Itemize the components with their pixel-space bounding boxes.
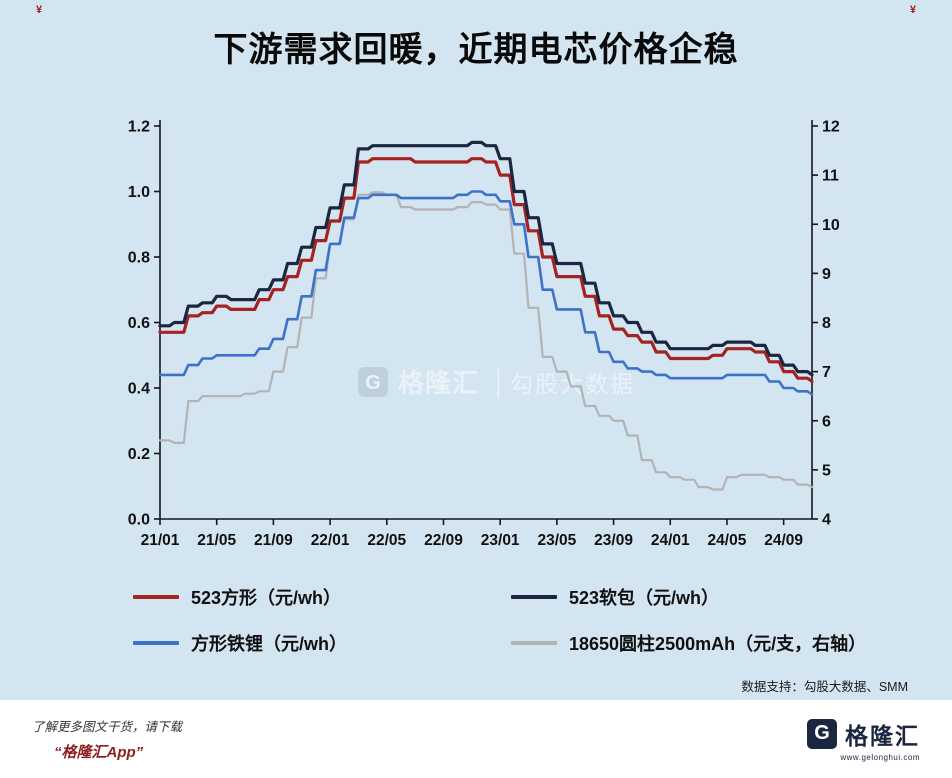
- footer-app-name: “格隆汇App”: [54, 744, 144, 761]
- corner-decoration-left: ¥: [36, 4, 43, 16]
- logo-row: G 格隆汇: [807, 717, 920, 751]
- legend-label-523-pouch: 523软包（元/wh）: [569, 587, 720, 608]
- logo-url-text: www.gelonghui.com: [840, 752, 920, 762]
- gelonghui-logo-icon: G: [807, 718, 837, 749]
- legend-label-523-square: 523方形（元/wh）: [191, 587, 342, 608]
- svg-text:9: 9: [822, 266, 831, 283]
- svg-text:24/09: 24/09: [764, 532, 803, 549]
- legend-swatch-523-pouch: [511, 594, 557, 599]
- svg-text:22/01: 22/01: [311, 532, 350, 549]
- svg-text:23/09: 23/09: [594, 532, 633, 549]
- svg-text:21/01: 21/01: [141, 532, 180, 549]
- svg-text:10: 10: [822, 217, 840, 234]
- footer-hint-text: 了解更多图文干货，请下载: [32, 720, 183, 734]
- legend-label-lfp-square: 方形铁锂（元/wh）: [191, 633, 347, 654]
- svg-text:1.2: 1.2: [128, 118, 150, 135]
- logo-brand-text: 格隆汇: [845, 722, 920, 749]
- legend-swatch-lfp-square: [133, 640, 179, 645]
- svg-text:21/09: 21/09: [254, 532, 293, 549]
- svg-text:0.8: 0.8: [128, 249, 150, 266]
- footer-logo: G 格隆汇 www.gelonghui.com: [807, 717, 920, 762]
- svg-text:8: 8: [822, 315, 831, 332]
- svg-text:23/05: 23/05: [537, 532, 576, 549]
- legend-row: 方形铁锂（元/wh） 18650圆柱2500mAh（元/支，右轴）: [133, 630, 952, 656]
- page-title: 下游需求回暖，近期电芯价格企稳: [213, 31, 739, 69]
- svg-text:21/05: 21/05: [197, 532, 236, 549]
- svg-text:12: 12: [822, 118, 840, 135]
- svg-text:7: 7: [822, 364, 831, 381]
- svg-text:4: 4: [822, 511, 831, 528]
- legend-item-523-square: 523方形（元/wh）: [133, 584, 511, 610]
- legend-item-18650: 18650圆柱2500mAh（元/支，右轴）: [511, 630, 866, 656]
- data-source-note: 数据支持：勾股大数据、SMM: [741, 679, 908, 694]
- svg-text:6: 6: [822, 413, 831, 430]
- legend-row: 523方形（元/wh） 523软包（元/wh）: [133, 584, 952, 610]
- legend-swatch-523-square: [133, 594, 179, 599]
- svg-text:勾股大数据: 勾股大数据: [510, 371, 635, 397]
- footer-left: 了解更多图文干货，请下载 “格隆汇App”: [32, 716, 182, 762]
- svg-text:5: 5: [822, 462, 831, 479]
- svg-text:G: G: [365, 372, 381, 394]
- legend-item-523-pouch: 523软包（元/wh）: [511, 584, 719, 610]
- svg-text:0.0: 0.0: [128, 511, 150, 528]
- svg-text:格隆汇: 格隆汇: [398, 368, 479, 398]
- svg-text:24/05: 24/05: [708, 532, 747, 549]
- legend-label-18650: 18650圆柱2500mAh（元/支，右轴）: [569, 633, 867, 654]
- svg-text:0.4: 0.4: [128, 380, 150, 397]
- chart-area: G 格隆汇 │ 勾股大数据 1.2 1.0 0.8 0.6 0.4 0.2 0.0 12 11 10 9 8 7…: [0, 111, 952, 566]
- svg-text:0.6: 0.6: [128, 315, 150, 332]
- svg-text:22/09: 22/09: [424, 532, 463, 549]
- svg-text:1.0: 1.0: [128, 184, 150, 201]
- svg-text:22/05: 22/05: [367, 532, 406, 549]
- svg-text:11: 11: [822, 167, 839, 184]
- legend-item-lfp-square: 方形铁锂（元/wh）: [133, 630, 511, 656]
- price-line-chart: G 格隆汇 │ 勾股大数据 1.2 1.0 0.8 0.6 0.4 0.2 0.0 12 11 10 9 8 7…: [128, 118, 840, 549]
- corner-decoration-right: ¥: [909, 4, 916, 16]
- footer-bar: 了解更多图文干货，请下载 “格隆汇App” G 格隆汇 www.gelonghu…: [0, 700, 952, 778]
- svg-text:24/01: 24/01: [651, 532, 690, 549]
- svg-text:0.2: 0.2: [128, 446, 150, 463]
- legend-swatch-18650: [511, 640, 557, 645]
- legend: 523方形（元/wh） 523软包（元/wh） 方形铁锂（元/wh） 18650…: [133, 584, 952, 656]
- svg-text:23/01: 23/01: [481, 532, 520, 549]
- svg-text:│: │: [492, 369, 507, 399]
